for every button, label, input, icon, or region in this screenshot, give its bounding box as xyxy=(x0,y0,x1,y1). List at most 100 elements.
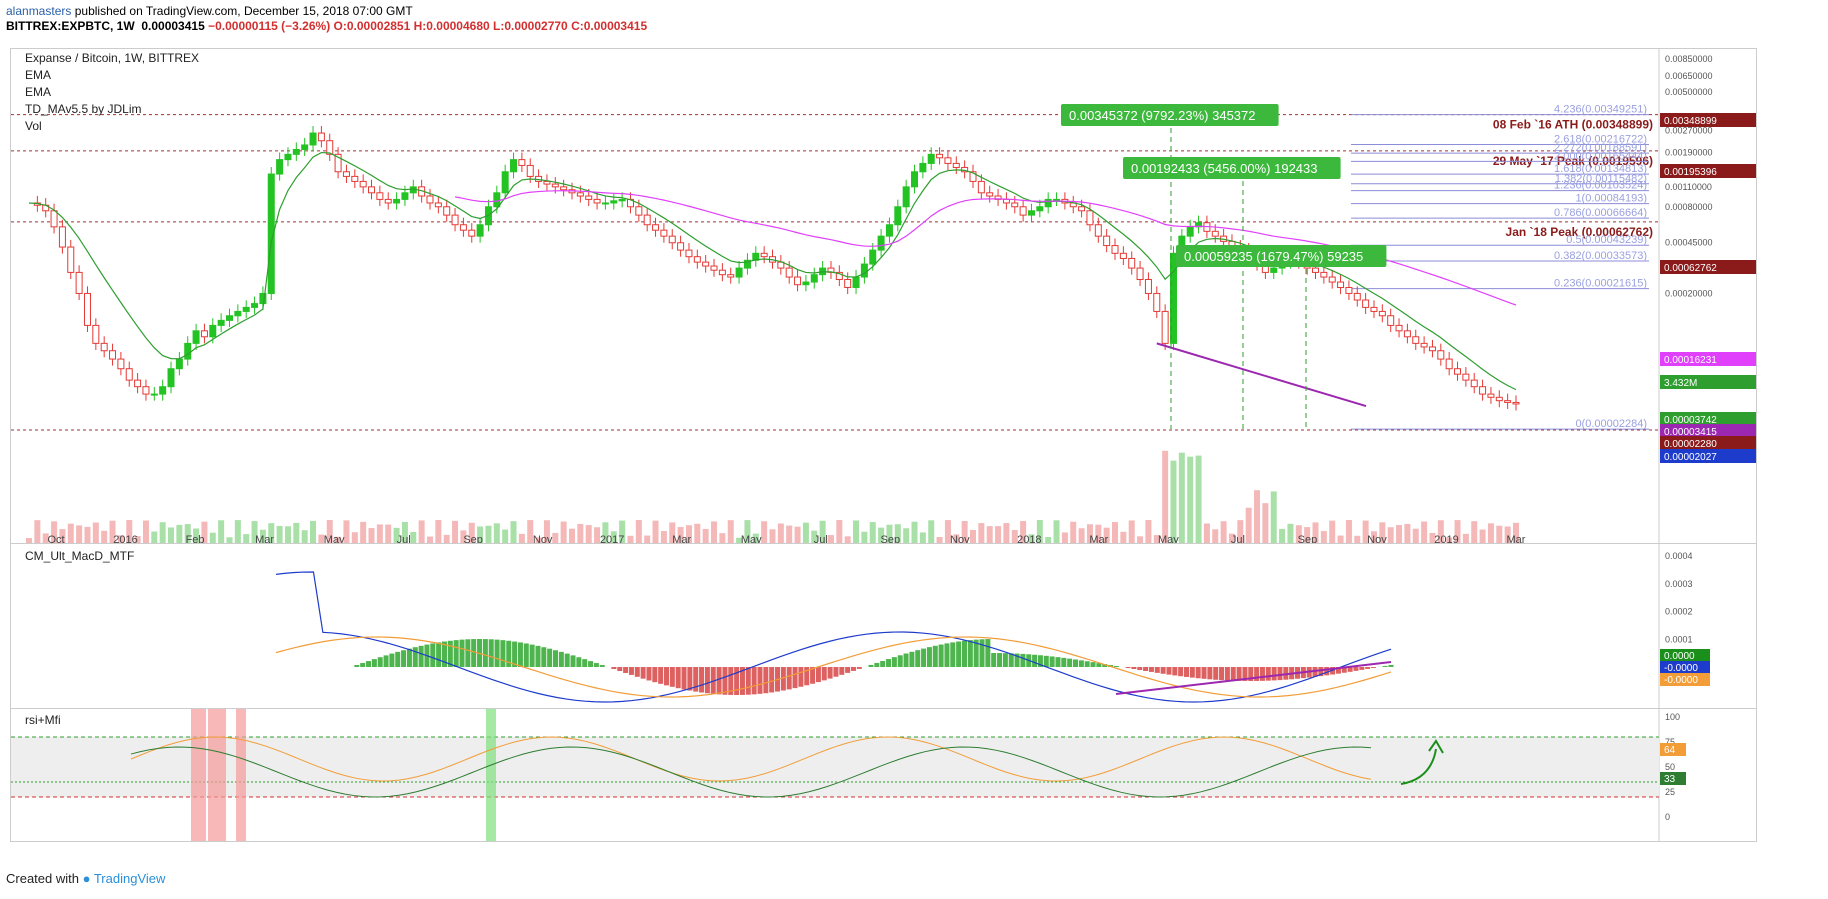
candle-body xyxy=(785,267,793,278)
macd-histogram-bar xyxy=(926,647,932,667)
volume-bar xyxy=(1228,533,1235,544)
volume-bar xyxy=(360,521,367,544)
candle-body xyxy=(835,271,843,280)
downtrend-line xyxy=(1156,342,1367,408)
volume-bar xyxy=(1053,520,1060,544)
volume-bar xyxy=(435,520,442,544)
time-tick-label: May xyxy=(741,534,762,544)
macd-histogram-bar xyxy=(593,663,599,667)
bullish-arrow xyxy=(1400,748,1437,785)
macd-histogram-bar xyxy=(991,653,997,667)
volume-bar xyxy=(1254,490,1261,544)
price-tag-label: 0.00348899 xyxy=(1664,116,1717,127)
volume-bar xyxy=(1412,528,1419,544)
candle-body xyxy=(242,306,250,312)
volume-bar xyxy=(418,520,425,544)
fib-label: 0.786(0.00066664) xyxy=(1554,207,1647,219)
macd-histogram-bar xyxy=(1213,667,1219,680)
time-tick-label: Sep xyxy=(880,534,900,544)
volume-bar xyxy=(168,527,175,544)
volume-bar xyxy=(1153,535,1160,544)
candle-body xyxy=(986,192,994,197)
candle-body xyxy=(309,132,317,146)
rsi-chart[interactable]: 100 75 50 25 0 64 33 xyxy=(11,709,1756,841)
price-chart[interactable]: 0.00850000 0.00650000 0.00500000 0.00270000… xyxy=(11,49,1756,544)
bullish-arrow-head xyxy=(1428,739,1444,754)
tradingview-brand: TradingView xyxy=(93,871,166,886)
volume-bar xyxy=(1404,523,1411,544)
macd-histogram-bar xyxy=(909,651,915,667)
macd-histogram-bar xyxy=(1148,667,1154,672)
volume-bar xyxy=(343,520,350,544)
volume-bar xyxy=(694,523,701,544)
volume-bar xyxy=(42,533,49,544)
macd-histogram-bar xyxy=(430,643,436,667)
macd-histogram-bar xyxy=(1318,667,1324,677)
candle-body xyxy=(852,276,860,288)
macd-histogram-bar xyxy=(1195,667,1201,679)
macd-histogram-bar xyxy=(1359,667,1365,670)
author-link[interactable]: alanmasters xyxy=(6,4,72,18)
candle-body xyxy=(493,192,501,208)
macd-histogram-bar xyxy=(1061,657,1067,667)
candle-body xyxy=(150,393,158,396)
price-tick-label: 0.00110000 xyxy=(1665,182,1712,192)
macd-tick-label: 0.0004 xyxy=(1665,551,1693,561)
price-tag-label: 3.432M xyxy=(1664,378,1697,389)
candle-body xyxy=(601,202,609,205)
candle-body xyxy=(234,310,242,317)
candle-body xyxy=(969,171,977,182)
macd-histogram-bar xyxy=(465,639,471,667)
macd-histogram-bar xyxy=(1160,667,1166,674)
rsi-signal-zone xyxy=(236,709,246,841)
tradingview-logo[interactable]: ● TradingView xyxy=(82,871,166,886)
volume-bar xyxy=(619,520,626,544)
volume-bar xyxy=(711,521,718,544)
volume-bar xyxy=(585,525,592,544)
macd-histogram-bar xyxy=(798,667,804,687)
candle-body xyxy=(192,330,200,344)
macd-histogram-bar xyxy=(792,667,798,689)
macd-tick-label: 0.0003 xyxy=(1665,579,1693,589)
macd-panel[interactable]: 0.00040.00030.00020.00010.00000.0000-0.0… xyxy=(10,543,1757,710)
candle-body xyxy=(1086,210,1094,226)
candle-body xyxy=(317,132,325,142)
rsi-signal-zone xyxy=(191,709,206,841)
volume-bar xyxy=(117,535,124,544)
volume-bar xyxy=(234,520,241,544)
price-tag xyxy=(1660,412,1756,426)
volume-bar xyxy=(410,532,417,544)
rsi-panel[interactable]: 100 75 50 25 0 64 33 rsi+Mfi xyxy=(10,708,1757,842)
price-change: −0.00000115 (−3.26%) xyxy=(208,19,331,33)
macd-histogram-bar xyxy=(1078,660,1084,667)
volume-bar xyxy=(51,521,58,544)
macd-histogram-bar xyxy=(868,664,874,667)
candle-body xyxy=(1270,267,1278,273)
legend-ema-1: EMA xyxy=(25,68,52,82)
volume-bar xyxy=(1345,520,1352,544)
legend-td-ma: TD_MAv5.5 by JDLim xyxy=(25,102,142,116)
volume-bar xyxy=(142,520,149,544)
candle-body xyxy=(794,276,802,286)
macd-histogram-bar xyxy=(640,667,646,679)
volume-bar xyxy=(1137,536,1144,544)
candle-body xyxy=(1094,224,1102,237)
macd-histogram-bar xyxy=(891,657,897,667)
volume-bar xyxy=(853,520,860,544)
macd-histogram-bar xyxy=(570,655,576,667)
price-tag xyxy=(1660,113,1756,127)
candle-body xyxy=(1412,336,1420,344)
target-label: 0.00059235 (1679.47%) 59235 xyxy=(1184,249,1363,264)
candle-body xyxy=(459,224,467,231)
macd-histogram-bar xyxy=(418,645,424,667)
volume-bar xyxy=(1128,520,1135,544)
macd-histogram-bar xyxy=(1102,664,1108,667)
volume-bar xyxy=(159,522,166,544)
macd-histogram-bar xyxy=(1277,667,1283,681)
macd-histogram-bar xyxy=(810,667,816,684)
macd-chart[interactable]: 0.00040.00030.00020.00010.00000.0000-0.0… xyxy=(11,544,1756,709)
candle-body xyxy=(1019,206,1027,216)
target-box xyxy=(1123,157,1341,179)
volume-bar xyxy=(1195,455,1202,544)
price-panel[interactable]: 0.00850000 0.00650000 0.00500000 0.00270000… xyxy=(10,48,1757,545)
